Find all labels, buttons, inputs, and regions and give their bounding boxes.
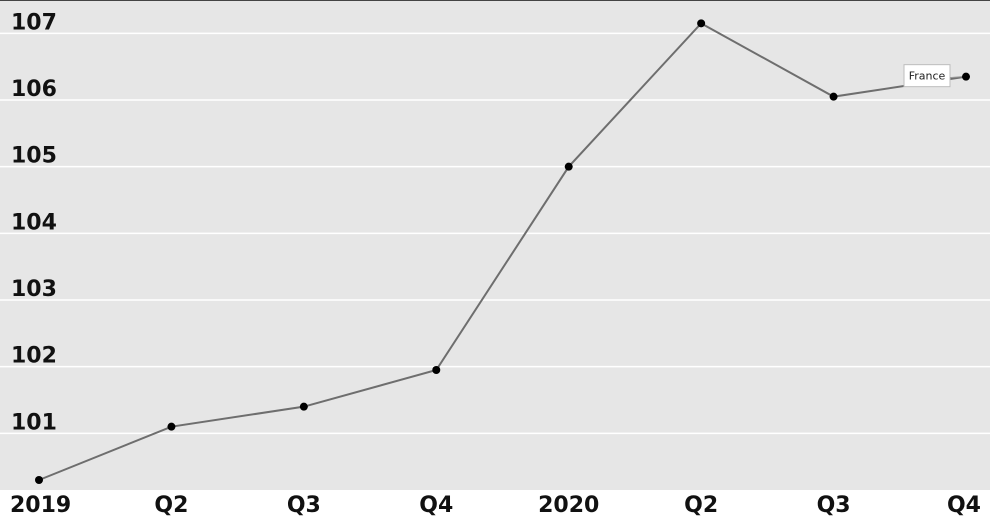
point-layer [35,19,970,484]
y-tick-label: 103 [11,277,57,302]
x-tick-label: Q4 [419,493,453,518]
x-tick-label: Q3 [287,493,321,518]
y-tick-label: 104 [11,210,57,235]
y-tick-label: 101 [11,410,57,435]
data-point [697,19,706,28]
data-point [167,422,176,431]
y-tick-label: 107 [11,10,57,35]
data-point [564,162,573,171]
y-tick-label: 102 [11,344,57,369]
gridlines [0,32,990,435]
series-label-connector [949,76,963,79]
y-tick-label: 105 [11,144,57,169]
x-tick-label: Q2 [154,493,188,518]
x-tick-label: Q2 [684,493,718,518]
data-point [962,72,970,81]
data-point [432,366,441,374]
y-axis-tick-labels: 101 102 103 104 105 106 107 [11,10,57,435]
x-tick-label: 2019 [10,493,71,518]
data-point [829,92,838,101]
series-layer [38,22,967,481]
data-point [299,402,308,411]
x-tick-label: Q3 [817,493,851,518]
x-axis-tick-labels: 2019 Q2 Q3 Q4 2020 Q2 Q3 Q4 [10,493,981,518]
series-label-layer: France [903,64,963,88]
x-tick-label: 2020 [538,493,599,518]
plot-background [0,0,990,490]
series-line [38,22,967,481]
series-label-box [903,64,951,88]
data-point [35,476,43,484]
series-label: France [909,70,946,83]
y-tick-label: 106 [11,77,57,102]
x-tick-label: Q4 [947,493,981,518]
